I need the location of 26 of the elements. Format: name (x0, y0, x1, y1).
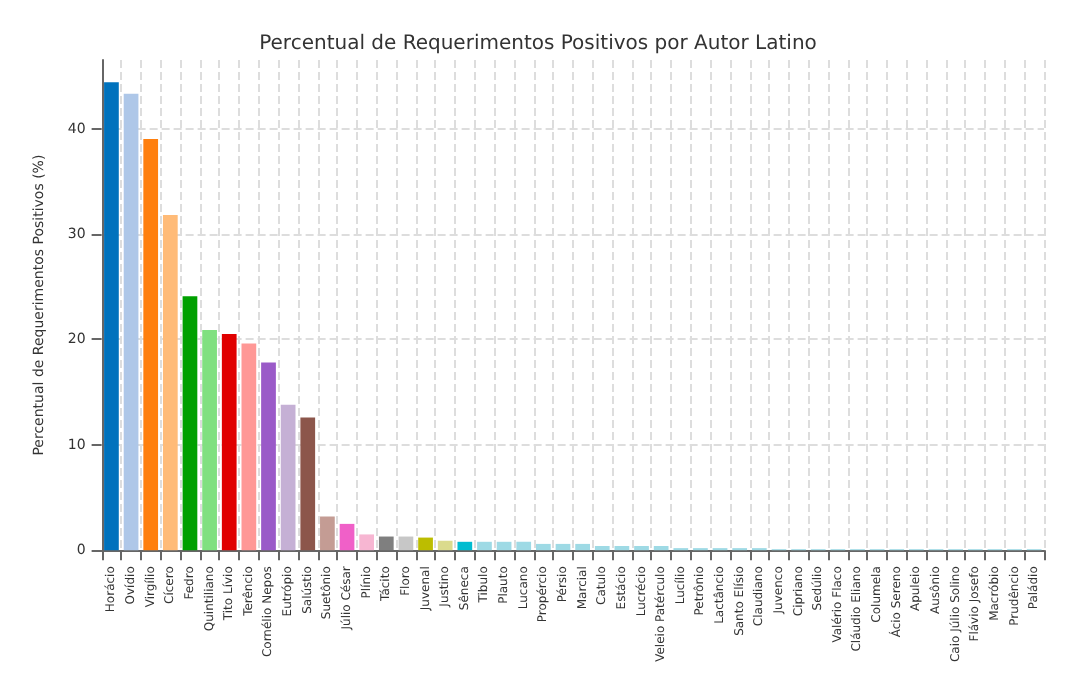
bar (104, 82, 119, 551)
bar (162, 214, 178, 551)
bar (359, 534, 375, 551)
bar (536, 543, 551, 551)
bar (477, 541, 492, 551)
bar (320, 516, 335, 551)
bar (555, 543, 571, 551)
bar (280, 404, 296, 551)
bar (182, 296, 198, 551)
bar (575, 543, 590, 551)
bar (398, 536, 414, 551)
bar (437, 540, 453, 551)
bar (261, 362, 276, 551)
bar (123, 93, 139, 551)
bar (202, 329, 217, 551)
bar (143, 139, 159, 551)
bar (241, 343, 257, 551)
bar (496, 541, 512, 551)
bar (418, 537, 433, 551)
bar (221, 334, 237, 551)
bar (457, 541, 473, 551)
chart-title: Percentual de Requerimentos Positivos por Autor Latino (259, 33, 817, 55)
bar (300, 417, 316, 551)
bar (516, 541, 532, 551)
bar (378, 536, 394, 551)
bar (339, 523, 355, 551)
